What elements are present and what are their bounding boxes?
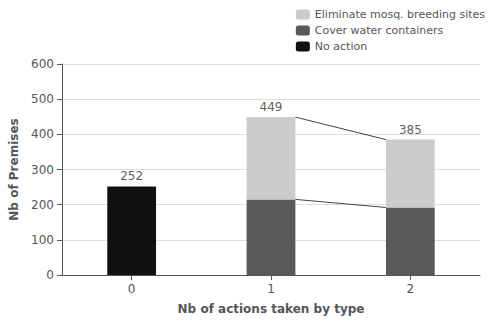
svg-text:Nb of actions taken by type: Nb of actions taken by type xyxy=(178,302,365,316)
svg-text:500: 500 xyxy=(31,92,54,106)
svg-text:385: 385 xyxy=(399,123,422,137)
svg-text:Eliminate mosq. breeding sites: Eliminate mosq. breeding sites xyxy=(315,8,485,21)
svg-text:2: 2 xyxy=(407,282,415,296)
svg-text:No action: No action xyxy=(315,40,367,53)
svg-text:200: 200 xyxy=(31,198,54,212)
svg-text:300: 300 xyxy=(31,163,54,177)
svg-text:449: 449 xyxy=(260,100,283,114)
svg-text:100: 100 xyxy=(31,233,54,247)
svg-text:0: 0 xyxy=(46,268,54,282)
svg-text:Cover water containers: Cover water containers xyxy=(315,24,444,37)
svg-text:252: 252 xyxy=(120,169,143,183)
svg-text:0: 0 xyxy=(128,282,136,296)
svg-text:600: 600 xyxy=(31,57,54,71)
svg-text:Nb of Premises: Nb of Premises xyxy=(7,118,21,220)
svg-text:400: 400 xyxy=(31,127,54,141)
svg-text:1: 1 xyxy=(267,282,275,296)
